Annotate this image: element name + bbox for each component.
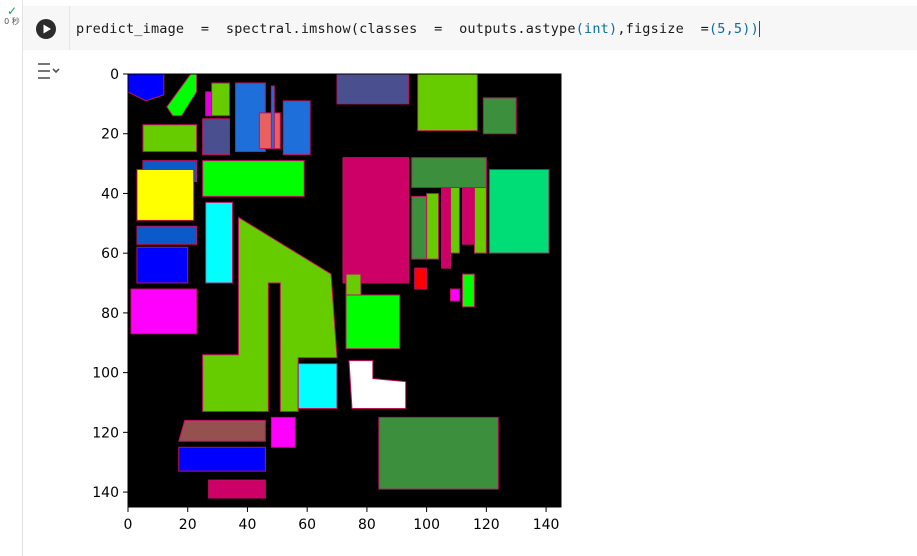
- region-crimson-large: [342, 157, 410, 284]
- output-options-icon: [38, 63, 60, 79]
- code-paren: ): [609, 21, 618, 37]
- region-salmon: [258, 112, 281, 150]
- code-paren: ): [750, 21, 759, 37]
- check-icon: ✓: [6, 4, 18, 18]
- region-darkgreen-top: [411, 157, 487, 188]
- code-var: predict_image: [76, 21, 185, 37]
- code-line: predict_image = spectral.imshow(classes …: [76, 21, 760, 37]
- x-tick-label: 80: [358, 517, 376, 533]
- region-lime-topright: [417, 73, 478, 132]
- region-cyan-left: [205, 201, 234, 284]
- region-blue-right-top: [282, 100, 311, 156]
- code-arg: classes: [359, 21, 418, 37]
- x-tick-label: 120: [473, 517, 500, 533]
- region-yellow: [136, 169, 195, 221]
- region-lime-left20: [142, 124, 198, 153]
- code-cell: predict_image = spectral.imshow(classes …: [23, 6, 917, 50]
- region-spring: [488, 169, 550, 254]
- code-type: int: [584, 21, 609, 37]
- region-magenta-big: [130, 288, 198, 335]
- region-magenta-mid: [270, 416, 296, 448]
- region-blue-mid-top: [235, 82, 266, 153]
- execution-time: 0 秒: [4, 17, 20, 26]
- y-tick-label: 0: [110, 67, 119, 83]
- execution-status: ✓ 0 秒: [2, 5, 22, 27]
- x-tick-label: 100: [413, 517, 440, 533]
- region-green-large: [202, 160, 305, 197]
- region-blue-left52: [136, 225, 198, 245]
- run-cell-button[interactable]: [36, 19, 56, 39]
- code-op: =: [434, 21, 443, 37]
- play-icon: [43, 24, 51, 34]
- region-col-lime-2: [450, 186, 460, 254]
- y-tick-label: 20: [101, 127, 119, 143]
- y-tick-label: 100: [92, 366, 119, 382]
- region-blue-left64: [136, 246, 189, 284]
- code-kwarg: ,figsize: [617, 21, 684, 37]
- region-darkgreen-big: [378, 416, 499, 490]
- code-tuple: (5,5): [708, 21, 751, 37]
- x-tick-label: 140: [533, 517, 560, 533]
- axes-frame: [127, 73, 562, 508]
- code-arg-value: outputs.astype: [459, 21, 576, 37]
- y-tick-label: 40: [101, 186, 119, 202]
- y-tick-label: 140: [92, 485, 119, 501]
- cell-gutter: ✓ 0 秒: [0, 0, 24, 556]
- region-darkgreen-small: [482, 97, 517, 135]
- code-op: =: [200, 21, 210, 37]
- code-editor[interactable]: predict_image = spectral.imshow(classes …: [69, 6, 917, 50]
- code-paren: (: [575, 21, 585, 37]
- region-slate-top: [336, 73, 410, 105]
- y-tick-label: 120: [92, 425, 119, 441]
- region-green-mid: [345, 294, 401, 350]
- cell-divider: [22, 0, 23, 556]
- region-magenta-small: [450, 288, 460, 302]
- y-tick-label: 80: [101, 306, 119, 322]
- y-tick-label: 60: [101, 246, 119, 262]
- region-col-lime-1: [426, 192, 440, 260]
- region-lime-big: [202, 216, 338, 412]
- region-red-small: [414, 267, 428, 290]
- region-blue-bottom: [178, 446, 266, 472]
- region-cyan-mid: [297, 363, 338, 409]
- region-lime-small70: [345, 273, 362, 296]
- classification-map-plot: 0 20 40 60 80 100 120 140 0 20 40 60 80 100 120 140: [92, 67, 562, 533]
- code-op: =: [700, 21, 709, 37]
- x-tick-label: 0: [124, 517, 133, 533]
- region-col-darkgreen-1: [411, 195, 428, 260]
- region-lime-top: [211, 82, 231, 117]
- region-white: [348, 360, 407, 409]
- text-cursor: [758, 21, 760, 37]
- region-slate-1: [202, 118, 231, 156]
- region-brown: [178, 419, 266, 442]
- region-col-crimson-1: [441, 186, 452, 269]
- output-menu-button[interactable]: [36, 60, 62, 84]
- x-tick-label: 20: [179, 517, 197, 533]
- region-green-narrow: [461, 273, 475, 308]
- region-col-lime-3: [473, 186, 487, 254]
- x-tick-label: 60: [298, 517, 316, 533]
- x-tick-label: 40: [239, 517, 257, 533]
- region-crimson-bottom: [208, 479, 266, 499]
- code-call: spectral.imshow(: [225, 21, 360, 37]
- region-blue-strip: [270, 85, 275, 150]
- region-col-crimson-2: [461, 186, 475, 245]
- region-magenta-narrow: [205, 91, 213, 117]
